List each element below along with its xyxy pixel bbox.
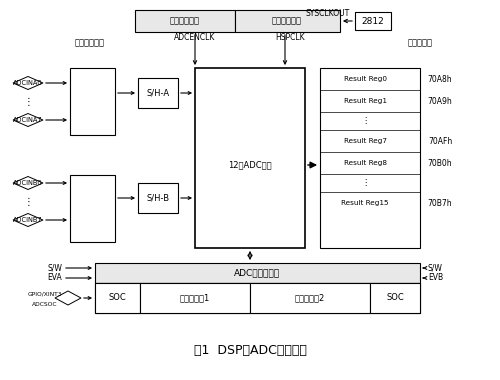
Text: 70A9h: 70A9h [428,97,452,106]
Bar [135,10,235,32]
Text: ADCSOC: ADCSOC [32,301,58,307]
Bar [95,263,420,283]
Bar [195,68,305,248]
Bar [95,283,420,313]
Bar [138,78,178,108]
Text: SOC: SOC [386,293,404,302]
Text: 结果寄存器: 结果寄存器 [408,38,432,48]
Bar [70,68,115,135]
Bar [355,12,391,30]
Polygon shape [13,214,43,226]
Text: 70B0h: 70B0h [428,158,452,168]
Text: SYSCLKOUT: SYSCLKOUT [306,8,350,17]
Text: 70AFh: 70AFh [428,136,452,146]
Text: HSPCLK: HSPCLK [275,33,305,41]
Text: Result Reg7: Result Reg7 [344,138,386,144]
Text: Result Reg15: Result Reg15 [341,200,389,206]
Text: ADCENCLK: ADCENCLK [174,33,216,41]
Text: S/H-A: S/H-A [146,89,170,98]
Bar [95,283,140,313]
Bar [370,283,420,313]
Text: 图1  DSP中ADC模块框图: 图1 DSP中ADC模块框图 [194,344,306,356]
Text: S/W: S/W [428,263,443,272]
Text: EVA: EVA [47,274,62,282]
Bar [320,68,420,248]
Text: Result Reg0: Result Reg0 [344,76,386,82]
Text: ⋮: ⋮ [23,197,33,207]
Bar [70,175,115,242]
Text: 序列发生剸2: 序列发生剸2 [295,293,325,302]
Text: 2812: 2812 [362,16,384,25]
Text: EVB: EVB [428,274,443,282]
Bar [140,283,250,313]
Bar [250,283,370,313]
Text: ADCINA0: ADCINA0 [13,80,43,86]
Text: ⋮: ⋮ [23,97,33,107]
Bar [235,10,340,32]
Polygon shape [13,76,43,90]
Text: S/H-B: S/H-B [146,193,170,203]
Text: SOC: SOC [108,293,126,302]
Text: GPIO/XINT3: GPIO/XINT3 [28,291,62,296]
Text: 70B7h: 70B7h [428,198,452,207]
Polygon shape [13,114,43,127]
Polygon shape [55,291,81,305]
Text: Result Reg1: Result Reg1 [344,98,386,104]
Text: ADCINB7: ADCINB7 [13,217,43,223]
Text: ADCINA7: ADCINA7 [13,117,43,123]
Text: 模拟多路开关: 模拟多路开关 [75,38,105,48]
Text: 系统控制模块: 系统控制模块 [170,16,200,25]
Text: 12位ADC模块: 12位ADC模块 [228,160,272,169]
Text: 高速预分频器: 高速预分频器 [272,16,302,25]
Text: S/W: S/W [47,263,62,272]
Bar [138,183,178,213]
Polygon shape [13,176,43,190]
Text: ADC控制寄存器: ADC控制寄存器 [234,269,280,277]
Text: ADCINB0: ADCINB0 [13,180,43,186]
Text: Result Reg8: Result Reg8 [344,160,386,166]
Text: ⋮: ⋮ [361,117,369,125]
Text: 序列发生剸1: 序列发生剸1 [180,293,210,302]
Text: 70A8h: 70A8h [428,74,452,84]
Text: ⋮: ⋮ [361,179,369,187]
